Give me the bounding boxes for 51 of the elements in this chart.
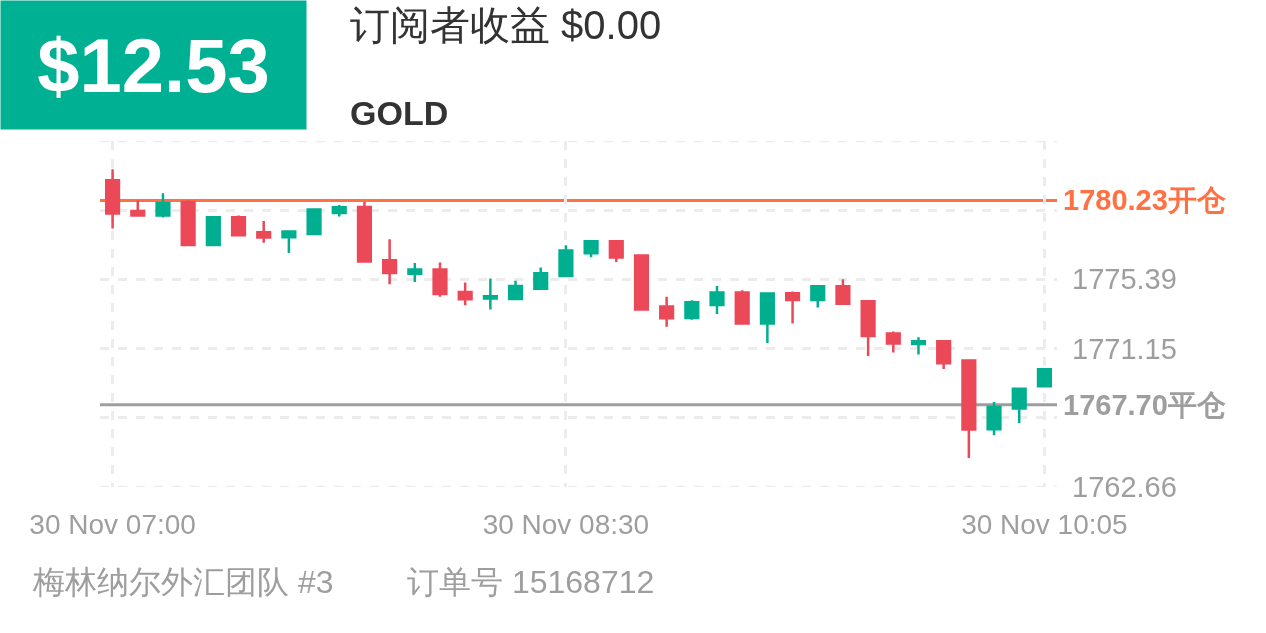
candlestick: [558, 243, 574, 279]
candlestick: [810, 284, 826, 309]
candlestick: [784, 290, 801, 325]
candlestick: [180, 198, 196, 247]
candlestick: [709, 284, 725, 316]
candlestick: [482, 277, 498, 311]
candlestick: [507, 279, 524, 301]
candlestick: [130, 198, 146, 218]
y-tick-label: 1775.39: [1072, 263, 1177, 296]
candlestick: [684, 298, 700, 321]
candlestick: [910, 336, 927, 356]
candlestick: [608, 239, 624, 264]
candlestick: [331, 203, 347, 218]
candlestick: [205, 215, 221, 248]
x-tick-label: 30 Nov 10:05: [961, 509, 1128, 540]
candlestick: [759, 292, 775, 345]
candlestick: [961, 359, 977, 460]
candlestick: [1011, 387, 1027, 425]
candlestick: [583, 240, 599, 259]
candlestick: [457, 281, 473, 307]
candlestick: [885, 330, 901, 354]
candlestick: [734, 289, 750, 325]
candlestick: [860, 299, 876, 358]
y-tick-label: 1762.66: [1072, 471, 1177, 504]
candlestick: [986, 400, 1002, 437]
text: 订单号 15168712: [407, 564, 655, 600]
candlestick: [155, 191, 171, 219]
candlestick: [382, 237, 398, 286]
candlestick: [281, 228, 297, 255]
candlestick: [659, 295, 675, 328]
candlestick: [407, 261, 423, 284]
candlestick: [230, 214, 247, 238]
text: $12.53: [37, 22, 270, 108]
candlestick: [633, 254, 650, 311]
ref-line-label: 1767.70平仓: [1063, 389, 1226, 421]
chart-title: 订阅者收益 $0.00: [350, 3, 662, 47]
chart-subtitle: GOLD: [350, 94, 449, 133]
candlestick: [356, 200, 373, 263]
candlestick: [256, 219, 272, 244]
candlestick: [105, 167, 121, 230]
text: 梅林纳尔外汇团队 #3: [32, 564, 334, 600]
candlestick: [432, 261, 448, 298]
candlestick: [1036, 366, 1052, 388]
candlestick: [835, 278, 851, 305]
ref-line-label: 1780.23开仓: [1063, 184, 1226, 216]
candlestick: [533, 266, 549, 290]
candlestick: [936, 340, 952, 371]
y-tick-label: 1771.15: [1072, 332, 1177, 365]
candlestick: [306, 208, 322, 236]
x-tick-label: 30 Nov 07:00: [29, 509, 196, 540]
x-tick-label: 30 Nov 08:30: [482, 509, 650, 540]
